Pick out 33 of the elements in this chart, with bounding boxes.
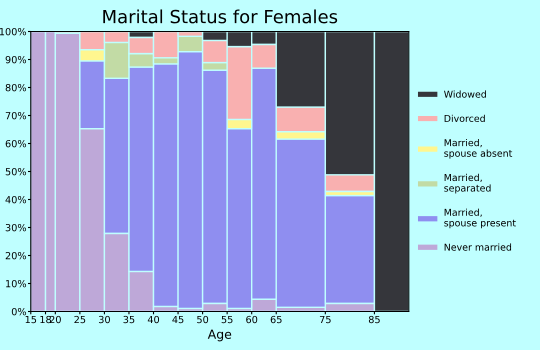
y-tick-label: 70% <box>6 112 26 120</box>
y-tick-label: 30% <box>6 224 26 232</box>
legend-label: Divorced <box>444 114 485 122</box>
x-tick-label: 20 <box>50 316 61 324</box>
y-tick-label: 0% <box>12 308 26 316</box>
x-tick-label: 40 <box>148 316 160 324</box>
x-tick-label: 15 <box>26 316 36 324</box>
x-tick-label: 75 <box>320 316 331 324</box>
x-tick-label: 60 <box>246 316 258 324</box>
x-tick-label: 45 <box>172 316 184 324</box>
x-tick-label: 18 <box>40 316 52 324</box>
chart-title: Marital Status for Females <box>103 9 338 24</box>
y-tick-label: 50% <box>6 168 26 176</box>
x-tick-label: 65 <box>270 316 282 324</box>
legend-label: Widowed <box>444 90 486 98</box>
y-tick-label: 60% <box>6 140 26 148</box>
legend-label: Married, spouse absent <box>444 138 512 159</box>
x-tick-label: 85 <box>368 316 380 324</box>
x-tick-label: 30 <box>98 316 110 324</box>
legend-label: Married, spouse present <box>444 208 516 228</box>
y-tick-label: 20% <box>6 252 26 260</box>
y-tick-label: 100% <box>0 28 26 36</box>
x-tick-label: 25 <box>74 316 86 324</box>
x-tick-label: 55 <box>222 316 232 324</box>
y-tick-label: 90% <box>6 56 26 64</box>
x-tick-label: 50 <box>197 316 208 324</box>
legend-label: Never married <box>444 243 512 251</box>
x-axis-title: Age <box>208 330 232 342</box>
x-tick-label: 35 <box>124 316 134 324</box>
y-tick-label: 40% <box>5 196 26 204</box>
y-tick-label: 80% <box>6 84 26 92</box>
y-tick-label: 10% <box>6 280 26 288</box>
legend-label: Married, separated <box>444 174 491 194</box>
